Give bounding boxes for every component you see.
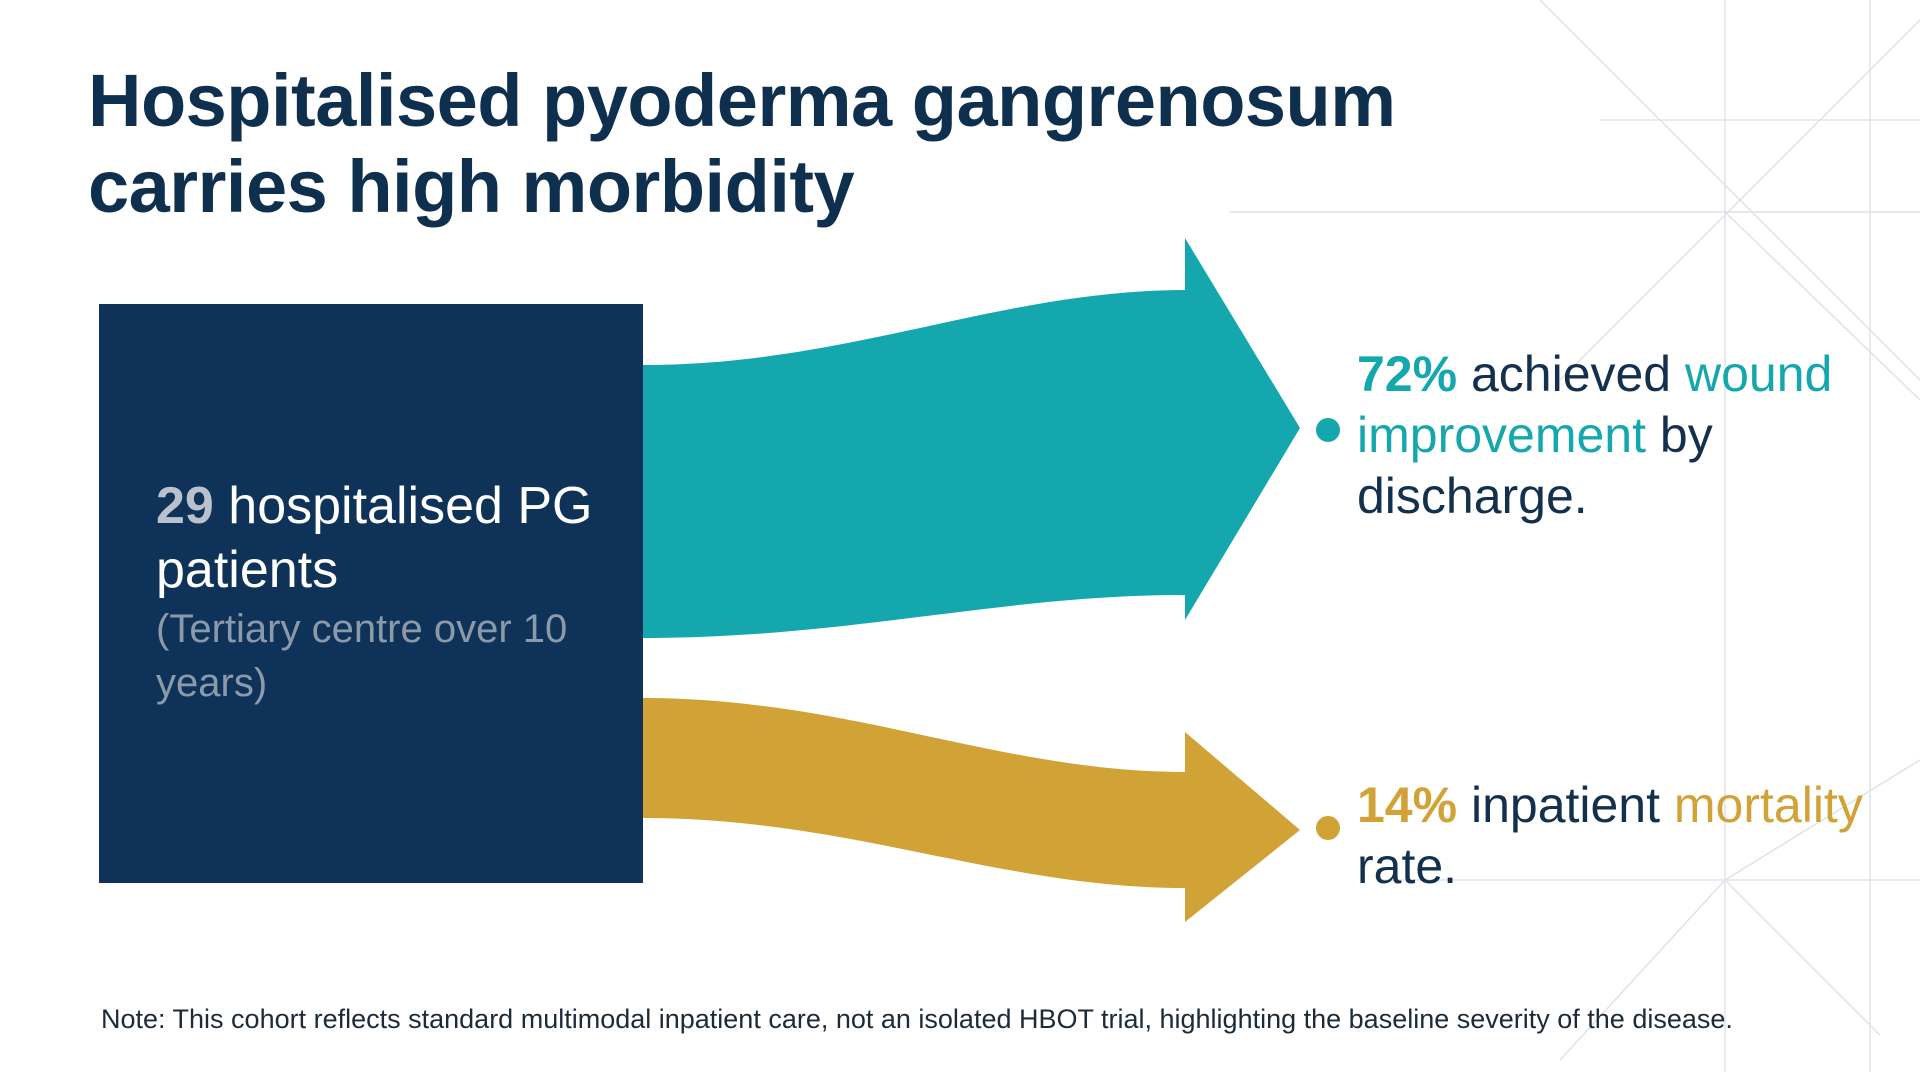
gold-bullet-dot	[1316, 816, 1340, 840]
mortality-value: 14%	[1357, 777, 1458, 833]
gold-flow-arrow	[643, 698, 1300, 922]
page-title: Hospitalised pyoderma gangrenosum carrie…	[88, 59, 1396, 228]
patient-count-label: hospitalised PG patients	[156, 477, 593, 599]
teal-flow-arrow	[643, 238, 1300, 638]
cohort-subtitle: (Tertiary centre over 10 years)	[156, 607, 568, 705]
patient-count: 29	[156, 477, 214, 535]
wound-improvement-outcome: 72% achieved wound improvement by discha…	[1357, 346, 1833, 524]
footnote: Note: This cohort reflects standard mult…	[101, 1004, 1733, 1034]
patient-cohort-label: 29 hospitalised PG patients (Tertiary ce…	[156, 474, 616, 710]
wound-improvement-highlight: wound improvement	[1357, 346, 1833, 463]
mortality-outcome: 14% inpatient mortality rate.	[1357, 777, 1863, 894]
patient-cohort-box	[99, 304, 643, 883]
teal-bullet-dot	[1316, 418, 1340, 442]
wound-improvement-value: 72%	[1357, 346, 1458, 402]
mortality-highlight: mortality	[1673, 777, 1863, 833]
